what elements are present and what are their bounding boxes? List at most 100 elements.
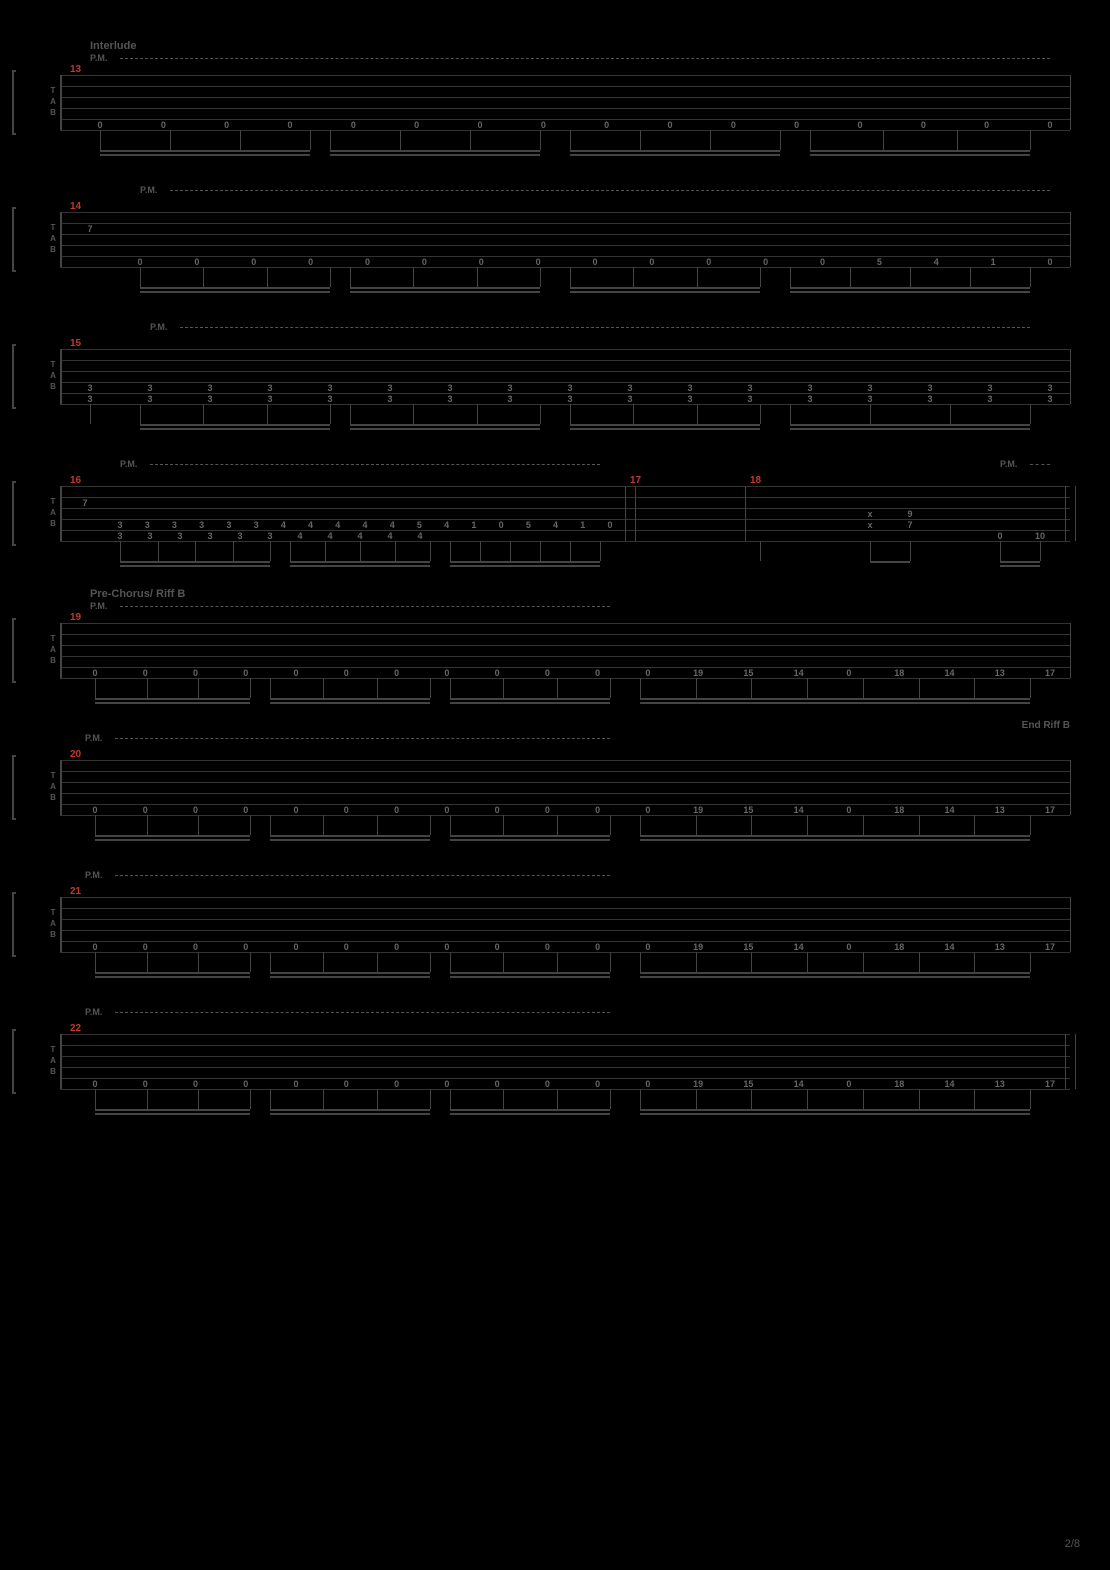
beam: [450, 1113, 610, 1115]
note-stem: [540, 404, 541, 424]
fret-number: 3: [1046, 394, 1053, 404]
bar-number: 19: [70, 612, 81, 623]
fret-number: 0: [192, 668, 199, 678]
fret-number: 0: [544, 668, 551, 678]
fret-number: 3: [206, 531, 213, 541]
fret-number: 0: [594, 1079, 601, 1089]
beam: [810, 150, 1030, 152]
beam-group: [95, 957, 250, 977]
fret-number: 3: [446, 383, 453, 393]
fret-number: 3: [146, 531, 153, 541]
beam: [270, 1109, 430, 1111]
fret-number: 3: [686, 383, 693, 393]
beam-group: [640, 820, 1030, 840]
staff-line: [60, 793, 1070, 794]
note-stem: [610, 815, 611, 835]
tab-clef-label: TAB: [48, 633, 58, 666]
barline: [1070, 349, 1071, 404]
fret-number: 3: [266, 531, 273, 541]
beam: [790, 424, 1030, 426]
note-stem: [270, 1089, 271, 1109]
barline: [60, 486, 62, 541]
note-stem: [780, 130, 781, 150]
note-stem: [377, 1089, 378, 1109]
staff-line: [60, 623, 1070, 624]
note-stem: [270, 678, 271, 698]
tab-clef-label: TAB: [48, 1044, 58, 1077]
note-stem: [919, 815, 920, 835]
note-stem: [751, 678, 752, 698]
note-stem: [95, 678, 96, 698]
beam: [570, 154, 780, 156]
fret-number: 0: [644, 942, 651, 952]
note-stem: [760, 541, 761, 561]
note-stem: [697, 404, 698, 424]
fret-number: 3: [866, 383, 873, 393]
fret-number: 0: [494, 805, 501, 815]
fret-number: 3: [566, 383, 573, 393]
fret-number: 0: [136, 257, 143, 267]
beam: [100, 150, 310, 152]
fret-number: 0: [393, 805, 400, 815]
note-stem: [267, 404, 268, 424]
beam: [450, 1109, 610, 1111]
note-stem: [140, 267, 141, 287]
fret-number: 0: [192, 1079, 199, 1089]
palm-mute-label: P.M.: [85, 1007, 102, 1017]
palm-mute-label: P.M.: [150, 322, 167, 332]
bar-number: 18: [750, 475, 761, 486]
note-stem: [760, 404, 761, 424]
tab-system: Pre-Chorus/ Riff BP.M.19TAB0000000000001…: [30, 588, 1080, 703]
fret-number: 3: [1046, 383, 1053, 393]
beam-group: [95, 1094, 250, 1114]
palm-mute-label: P.M.: [140, 185, 157, 195]
fret-number: 0: [192, 805, 199, 815]
beam: [95, 835, 250, 837]
note-stem: [100, 130, 101, 150]
fret-number: 0: [644, 1079, 651, 1089]
barline: [1070, 897, 1071, 952]
note-stem: [870, 541, 871, 561]
fret-number: 0: [160, 120, 167, 130]
beam-group: [140, 409, 330, 429]
fret-number: x: [866, 509, 873, 519]
note-stem: [557, 678, 558, 698]
fret-number: 7: [86, 224, 93, 234]
staff-line: [60, 930, 1070, 931]
fret-number: 0: [666, 120, 673, 130]
note-stem: [807, 1089, 808, 1109]
fret-number: 0: [603, 120, 610, 130]
barline: [625, 486, 626, 541]
note-stem: [503, 1089, 504, 1109]
fret-number: 4: [933, 257, 940, 267]
fret-number: 0: [845, 805, 852, 815]
fret-number: 13: [994, 942, 1006, 952]
beam-group: [570, 272, 760, 292]
beam: [450, 976, 610, 978]
fret-number: 3: [266, 394, 273, 404]
beam: [450, 565, 600, 567]
fret-number: 3: [236, 531, 243, 541]
note-stem: [697, 267, 698, 287]
fret-number: 0: [421, 257, 428, 267]
fret-number: 0: [223, 120, 230, 130]
section-title: Interlude: [90, 40, 136, 52]
fret-number: 0: [242, 942, 249, 952]
fret-number: 19: [692, 805, 704, 815]
fret-number: 3: [506, 394, 513, 404]
page-number: 2/8: [1065, 1538, 1080, 1550]
note-stem: [863, 1089, 864, 1109]
note-stem: [696, 952, 697, 972]
note-stem: [870, 404, 871, 424]
beam: [100, 154, 310, 156]
fret-number: 0: [856, 120, 863, 130]
tab-staff: TAB7x9x733333344444541054103333334444401…: [60, 486, 1070, 541]
system-bracket: [12, 755, 16, 820]
note-stem: [910, 541, 911, 561]
palm-mute-range: [150, 464, 600, 465]
beam: [570, 150, 780, 152]
note-stem: [610, 1089, 611, 1109]
beam: [450, 702, 610, 704]
note-stem: [640, 952, 641, 972]
beam-group: [290, 546, 430, 566]
